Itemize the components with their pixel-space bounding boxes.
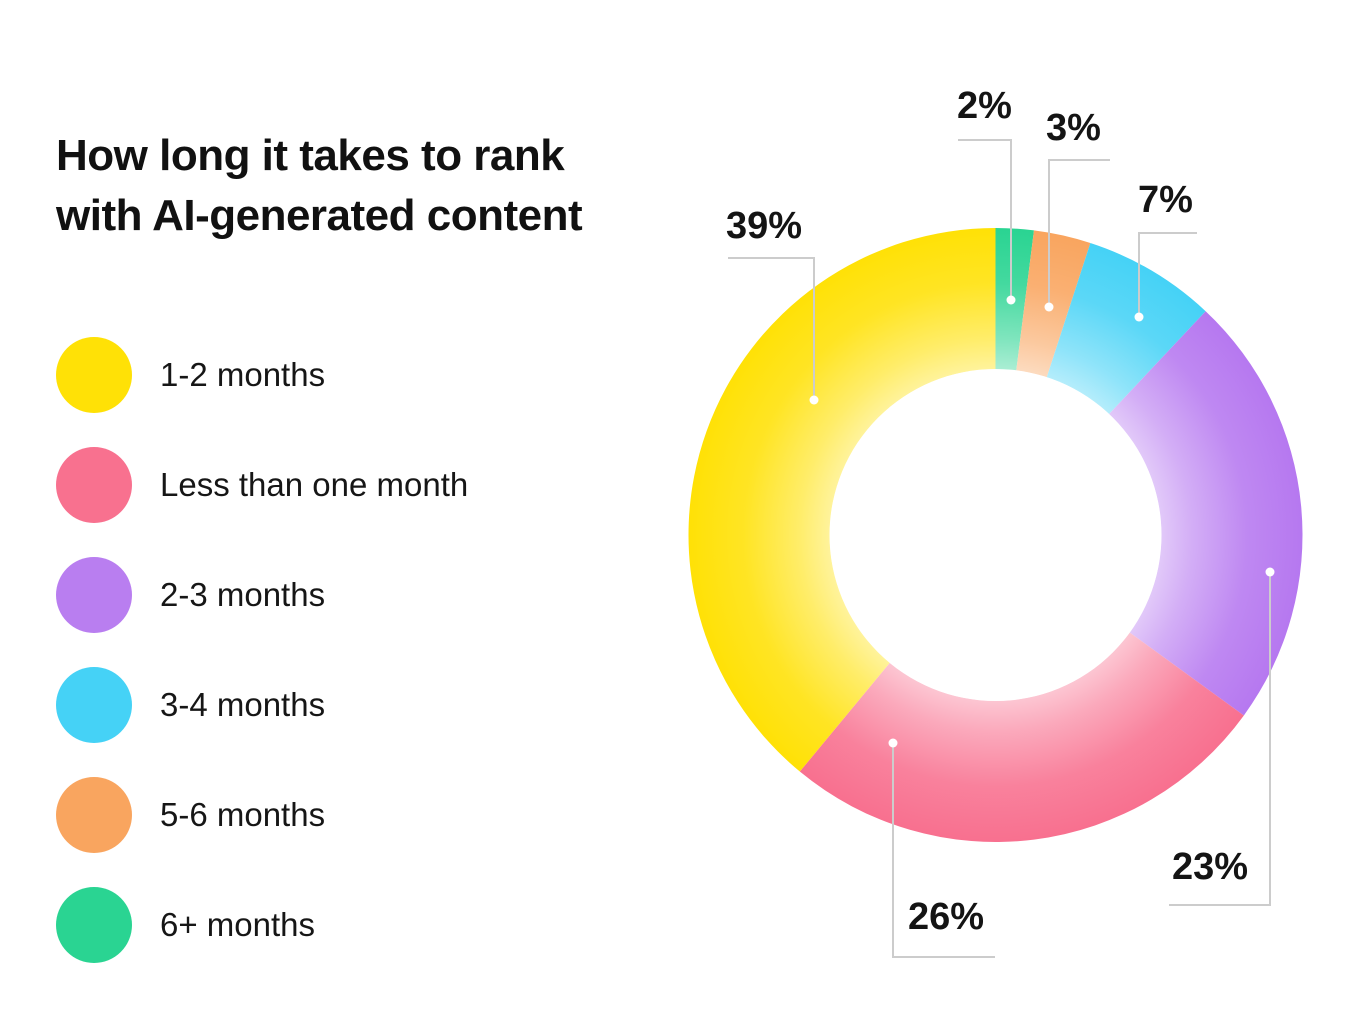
legend-swatch-3-4-months bbox=[56, 667, 132, 743]
legend-swatch-6-plus-months bbox=[56, 887, 132, 963]
callout-dot-6-plus-months bbox=[1006, 295, 1016, 305]
legend-label-less-than-one-month: Less than one month bbox=[160, 466, 469, 503]
legend-item-3-4-months: 3-4 months bbox=[56, 650, 468, 760]
legend-item-1-2-months: 1-2 months bbox=[56, 320, 468, 430]
donut-hole bbox=[829, 369, 1162, 701]
legend-label-5-6-months: 5-6 months bbox=[160, 796, 326, 833]
legend-label-1-2-months: 1-2 months bbox=[160, 356, 326, 393]
value-label-6-plus-months: 2% bbox=[957, 85, 1012, 127]
callout-line-3-4-months bbox=[1138, 232, 1197, 317]
value-label-3-4-months: 7% bbox=[1138, 179, 1193, 221]
callout-line-6-plus-months bbox=[958, 139, 1012, 300]
legend-label-3-4-months: 3-4 months bbox=[160, 686, 326, 723]
callout-dot-less-than-one-month bbox=[888, 738, 898, 748]
callout-dot-3-4-months bbox=[1134, 312, 1144, 322]
page-title-line-1: How long it takes to rank bbox=[56, 131, 565, 180]
legend-swatch-2-3-months bbox=[56, 557, 132, 633]
callout-dot-1-2-months bbox=[809, 395, 819, 405]
legend-item-6-plus-months: 6+ months bbox=[56, 870, 468, 980]
value-label-5-6-months: 3% bbox=[1046, 107, 1101, 149]
callout-line-1-2-months bbox=[728, 257, 815, 400]
legend-label-6-plus-months: 6+ months bbox=[160, 906, 316, 943]
callout-line-2-3-months bbox=[1169, 572, 1271, 906]
page-title-line-2: with AI-generated content bbox=[56, 191, 583, 240]
legend-item-5-6-months: 5-6 months bbox=[56, 760, 468, 870]
value-label-1-2-months: 39% bbox=[726, 205, 803, 247]
callout-lines bbox=[728, 139, 1271, 958]
callout-dot-5-6-months bbox=[1044, 302, 1054, 312]
callout-dot-2-3-months bbox=[1265, 567, 1275, 577]
legend-label-2-3-months: 2-3 months bbox=[160, 576, 326, 613]
callout-line-5-6-months bbox=[1048, 159, 1110, 307]
page-title: How long it takes to rank with AI-genera… bbox=[56, 126, 583, 246]
legend-item-2-3-months: 2-3 months bbox=[56, 540, 468, 650]
legend-item-less-than-one-month: Less than one month bbox=[56, 430, 468, 540]
legend: 1-2 months Less than one month 2-3 month… bbox=[56, 320, 468, 980]
callout-dots bbox=[809, 295, 1275, 748]
value-label-less-than-one-month: 26% bbox=[908, 896, 985, 938]
legend-swatch-1-2-months bbox=[56, 337, 132, 413]
value-label-2-3-months: 23% bbox=[1172, 846, 1249, 888]
callout-line-less-than-one-month bbox=[892, 743, 995, 958]
legend-swatch-less-than-one-month bbox=[56, 447, 132, 523]
legend-swatch-5-6-months bbox=[56, 777, 132, 853]
